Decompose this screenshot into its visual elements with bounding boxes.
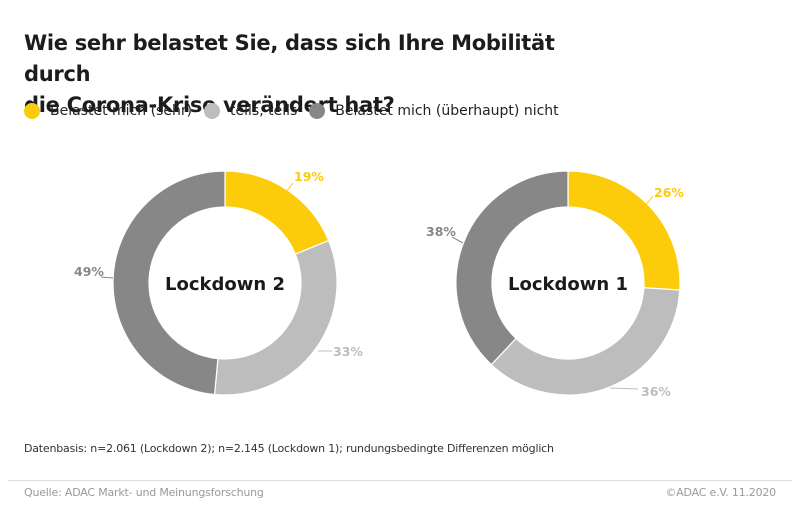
donut-lockdown-2: 19% 33% 49% Lockdown 2: [74, 169, 363, 396]
legend-item-sehr: Belastet mich (sehr): [24, 103, 192, 119]
footer-divider: [8, 480, 792, 481]
data-label-teils: 33%: [333, 344, 363, 359]
copyright-text: ©ADAC e.V. 11.2020: [665, 486, 776, 499]
legend-swatch-sehr: [24, 103, 40, 119]
leader-line-teils: [609, 387, 639, 390]
source-text: Quelle: ADAC Markt- und Meinungsforschun…: [24, 486, 264, 499]
legend-swatch-nicht: [309, 103, 326, 119]
data-label-nicht: 49%: [74, 264, 104, 279]
leader-line-nicht: [100, 276, 114, 279]
data-basis-note: Datenbasis: n=2.061 (Lockdown 2); n=2.14…: [24, 442, 554, 455]
chart-title: Wie sehr belastet Sie, dass sich Ihre Mo…: [24, 28, 624, 121]
donut-slice-teils: [490, 287, 681, 396]
legend-label-nicht: Belastet mich (überhaupt) nicht: [335, 103, 559, 119]
legend-label-sehr: Belastet mich (sehr): [50, 103, 193, 119]
donut-center-label: Lockdown 1: [508, 274, 628, 295]
legend-item-teils: teils, teils: [204, 103, 297, 119]
donut-slice-teils: [213, 239, 338, 396]
legend-label-teils: teils, teils: [230, 103, 298, 119]
leader-line-sehr: [644, 195, 654, 207]
legend-item-nicht: Belastet mich (überhaupt) nicht: [309, 103, 559, 119]
donut-slice-nicht: [455, 170, 569, 366]
legend: Belastet mich (sehr) teils, teils Belast…: [24, 103, 571, 119]
chart-title-line-1: Wie sehr belastet Sie, dass sich Ihre Mo…: [24, 31, 555, 86]
data-label-sehr: 19%: [294, 169, 324, 184]
data-label-nicht: 38%: [426, 224, 456, 239]
leader-line-sehr: [282, 182, 294, 197]
donut-lockdown-1: 26% 36% 38% Lockdown 1: [426, 170, 684, 399]
leader-line-nicht: [451, 236, 464, 244]
data-label-sehr: 26%: [654, 185, 684, 200]
data-label-teils: 36%: [641, 384, 671, 399]
donut-slice-nicht: [112, 170, 226, 396]
donut-center-label: Lockdown 2: [165, 274, 285, 295]
legend-swatch-teils: [204, 103, 221, 119]
